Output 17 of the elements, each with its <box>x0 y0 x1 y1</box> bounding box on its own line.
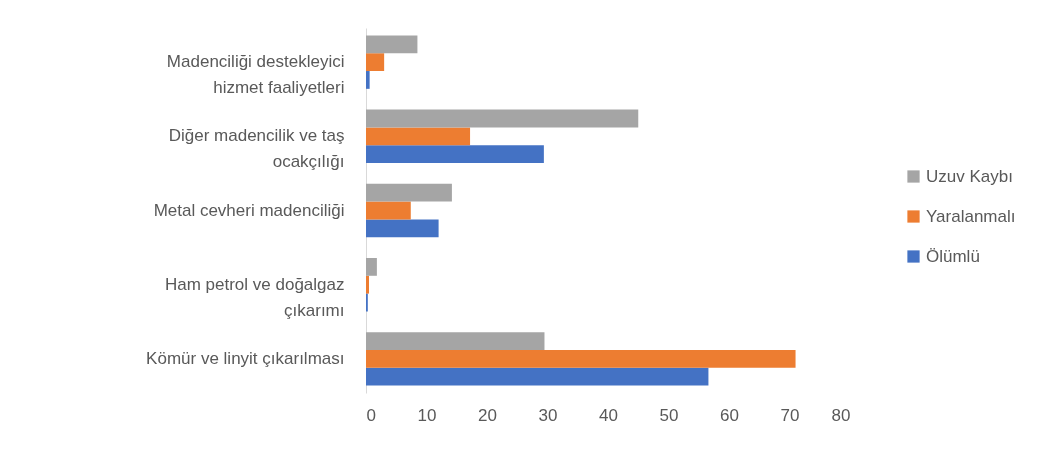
legend-label: Ölümlü <box>926 246 980 266</box>
x-tick-label: 60 <box>720 405 739 425</box>
x-tick-label: 50 <box>659 405 679 425</box>
x-tick-label: 80 <box>831 405 851 425</box>
x-tick-label: 10 <box>417 405 437 425</box>
x-tick-label: 70 <box>780 405 800 425</box>
x-tick-label: 30 <box>538 405 558 425</box>
y-tick-label: Metal cevheri madenciliği <box>153 200 345 220</box>
legend-label: Uzuv Kaybı <box>926 166 1013 186</box>
y-tick-label: Madenciliği destekleyici hizmet faaliyetleri <box>166 52 345 98</box>
legend-label: Yaralanmalı <box>926 206 1016 226</box>
x-tick-label: 40 <box>599 405 618 425</box>
x-tick-label: 0 <box>366 405 376 425</box>
x-tick-label: 20 <box>478 405 497 425</box>
y-tick-label: Kömür ve linyit çıkarılması <box>146 348 345 368</box>
y-tick-label: Diğer madencilik ve taş ocakçılığı <box>168 126 345 172</box>
y-tick-label: Ham petrol ve doğalgaz çıkarımı <box>164 274 345 320</box>
